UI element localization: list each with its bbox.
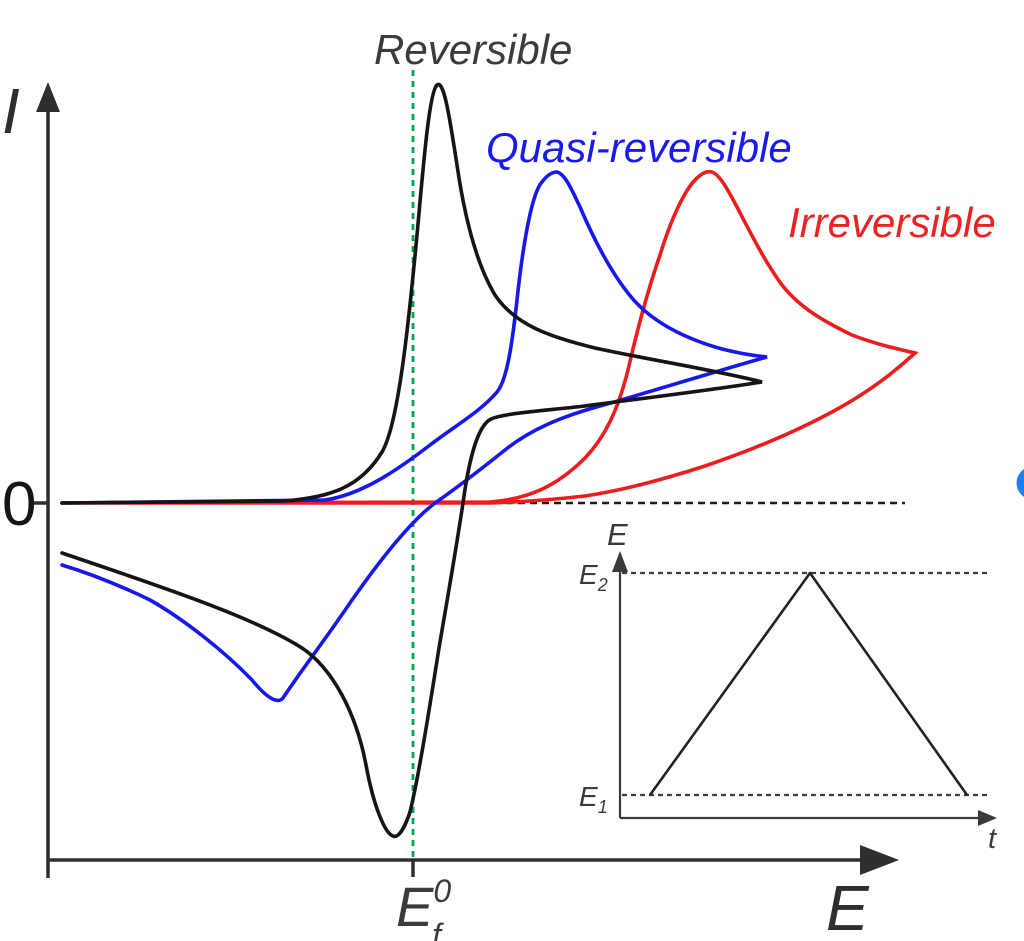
inset-y-axis-label: E <box>607 517 628 552</box>
irreversible-curve <box>60 169 919 505</box>
y-axis-label: I <box>2 75 20 147</box>
inset-x-axis-label: t <box>988 823 998 855</box>
formal-potential-sup: 0 <box>433 873 451 909</box>
inset-e2-base: E <box>579 559 598 590</box>
formal-potential-base: E <box>396 875 434 938</box>
y-axis-arrowhead <box>36 82 60 112</box>
inset-e2-sub: 2 <box>597 575 608 595</box>
triangle-wave <box>648 571 969 796</box>
formal-potential-sub: f <box>432 917 444 941</box>
x-axis-arrowhead <box>860 845 899 875</box>
blue-dot-decoration <box>1016 469 1024 497</box>
irreversible-label: Irreversible <box>788 199 996 246</box>
formal-potential-label: E0 f <box>396 873 451 941</box>
quasi-reversible-label: Quasi-reversible <box>486 124 792 171</box>
inset-y-axis-arrowhead <box>612 551 628 572</box>
inset-e1-sub: 1 <box>598 797 608 817</box>
waveform-inset: E t E2 E1 <box>579 517 998 855</box>
inset-x-axis-arrowhead <box>978 810 997 826</box>
x-axis-label: E <box>826 872 870 941</box>
zero-label: 0 <box>2 470 36 539</box>
reversible-label: Reversible <box>374 26 572 73</box>
reversible-curve <box>60 82 763 839</box>
inset-e1-base: E <box>579 781 598 812</box>
quasi-reversible-curve <box>60 170 768 703</box>
inset-e2-label: E2 <box>579 559 608 595</box>
inset-e1-label: E1 <box>579 781 608 817</box>
